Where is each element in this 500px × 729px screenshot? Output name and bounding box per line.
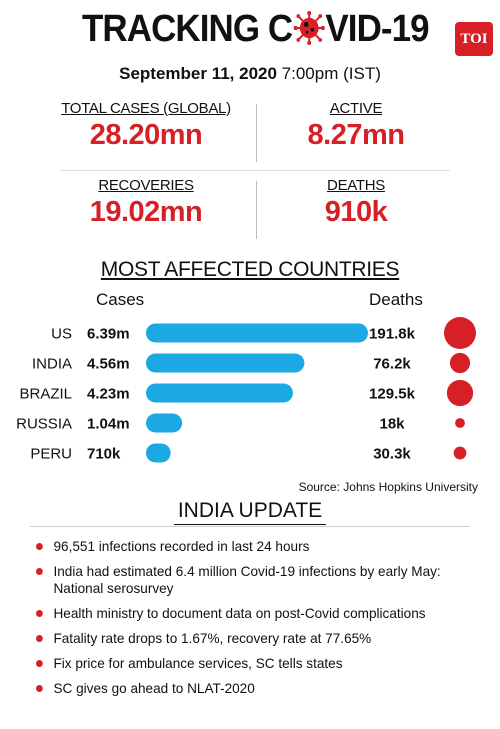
deaths-bubble [455, 418, 465, 428]
stat-active: ACTIVE 8.27mn [246, 100, 466, 152]
country-label: PERU [30, 446, 72, 463]
deaths-label: 18k [379, 416, 405, 433]
india-update-title: INDIA UPDATE [0, 499, 500, 525]
date-time: 7:00pm (IST) [276, 64, 381, 83]
cases-label: 4.23m [87, 386, 130, 403]
stat-value: 8.27mn [307, 119, 405, 151]
list-item-text: Health ministry to document data on post… [53, 605, 426, 621]
deaths-bubble [444, 317, 476, 349]
cases-label: 1.04m [87, 416, 130, 433]
cases-bar [146, 323, 368, 343]
stat-recoveries: RECOVERIES 19.02mn [36, 177, 256, 229]
list-item: Health ministry to document data on post… [36, 605, 463, 622]
divider [30, 526, 470, 527]
stat-deaths: DEATHS 910k [246, 177, 466, 229]
page-title: TRACKING C VID-19 [82, 8, 430, 51]
cases-label: 6.39m [87, 326, 130, 343]
list-item: Fatality rate drops to 1.67%, recovery r… [36, 630, 463, 647]
country-label: US [51, 326, 72, 343]
deaths-bubble [449, 352, 471, 374]
deaths-header: Deaths [369, 290, 423, 309]
cases-bar [146, 443, 171, 463]
cases-bar [146, 353, 305, 373]
deaths-bubble [446, 379, 474, 407]
date-bold: September 11, 2020 [119, 64, 277, 83]
deaths-bubble [453, 446, 467, 460]
india-update-heading: INDIA UPDATE [173, 499, 327, 525]
list-item: Fix price for ambulance services, SC tel… [36, 655, 463, 672]
stat-value: 28.20mn [89, 119, 203, 151]
title-text-start: TRACKING C [82, 8, 293, 50]
deaths-label: 30.3k [373, 446, 411, 463]
stat-label: RECOVERIES [98, 177, 194, 194]
cases-label: 4.56m [87, 356, 130, 373]
list-item: SC gives go ahead to NLAT-2020 [36, 680, 463, 697]
divider [256, 181, 257, 239]
country-label: RUSSIA [16, 416, 72, 433]
list-item-text: SC gives go ahead to NLAT-2020 [53, 680, 255, 696]
list-item-text: Fix price for ambulance services, SC tel… [53, 655, 343, 671]
title-text-end: VID-19 [325, 8, 429, 50]
source-note: Source: Johns Hopkins University [298, 480, 478, 494]
stat-label: TOTAL CASES (GLOBAL) [61, 100, 231, 117]
list-item-text: India had estimated 6.4 million Covid-19… [53, 563, 441, 596]
chart-title: MOST AFFECTED COUNTRIES [100, 258, 400, 281]
list-item-text: Fatality rate drops to 1.67%, recovery r… [53, 630, 372, 646]
bullet-dot-icon [36, 685, 43, 692]
divider [60, 170, 450, 171]
divider [256, 104, 257, 162]
bullet-dot-icon [36, 635, 43, 642]
bar-chart: US 6.39m 191.8k INDIA 4.56m 76.2k BRAZIL 4.23m 1… [16, 317, 476, 463]
header: TRACKING C VID-19 TOI [0, 8, 500, 60]
cases-header: Cases [96, 290, 145, 309]
deaths-label: 76.2k [373, 356, 411, 373]
bullet-dot-icon [36, 660, 43, 667]
country-label: INDIA [32, 356, 72, 373]
bullet-dot-icon [36, 543, 43, 550]
deaths-label: 191.8k [369, 326, 416, 343]
country-label: BRAZIL [19, 386, 72, 403]
list-item: 96,551 infections recorded in last 24 ho… [36, 538, 463, 555]
virus-icon [293, 11, 325, 45]
list-item-text: 96,551 infections recorded in last 24 ho… [53, 538, 310, 554]
cases-bar [146, 383, 293, 403]
deaths-label: 129.5k [369, 386, 416, 403]
stat-value: 910k [324, 196, 388, 228]
bullet-dot-icon [36, 568, 43, 575]
toi-logo: TOI [455, 22, 493, 56]
stat-value: 19.02mn [89, 196, 203, 228]
stat-label: ACTIVE [329, 100, 383, 117]
date-line: September 11, 2020 7:00pm (IST) [0, 64, 500, 84]
cases-bar [146, 413, 183, 433]
india-update-list: 96,551 infections recorded in last 24 ho… [36, 538, 476, 705]
cases-label: 710k [87, 446, 121, 463]
stat-total-cases: TOTAL CASES (GLOBAL) 28.20mn [36, 100, 256, 152]
list-item: India had estimated 6.4 million Covid-19… [36, 563, 463, 597]
stat-label: DEATHS [327, 177, 385, 194]
bullet-dot-icon [36, 610, 43, 617]
